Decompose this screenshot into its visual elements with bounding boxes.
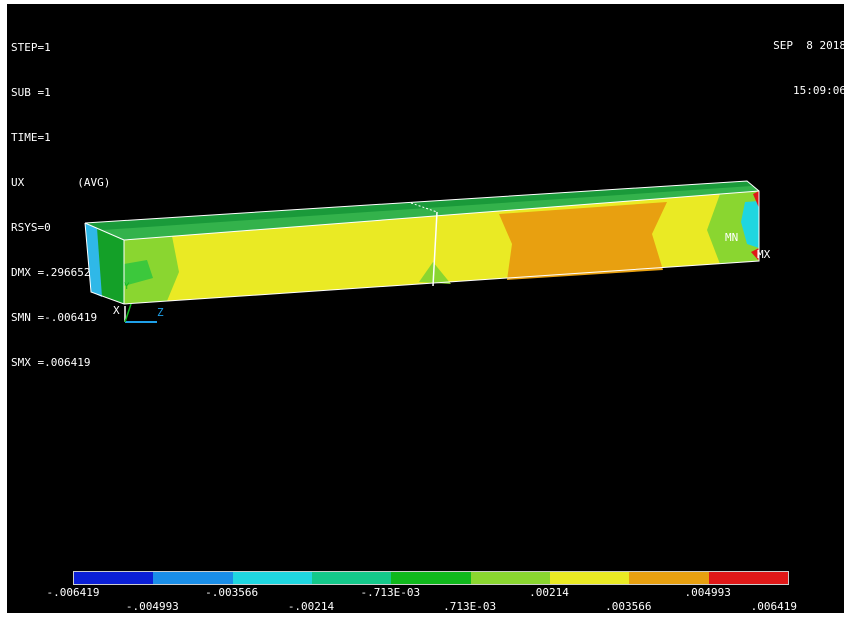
legend-label-top-2: -.713E-03 — [360, 586, 421, 599]
legend-swatch-8 — [708, 572, 788, 584]
region-cyan-right — [741, 201, 759, 248]
region-green-left — [124, 236, 179, 304]
min-marker-label: MN — [725, 231, 739, 244]
region-green-left-core — [124, 260, 153, 286]
substep-label: SUB =1 — [11, 86, 51, 99]
legend-swatch-1 — [153, 572, 233, 584]
step-label: STEP=1 — [11, 41, 51, 54]
result-type-label: UX (AVG) — [11, 176, 111, 189]
legend-swatch-0 — [74, 572, 154, 584]
region-red-corner — [753, 191, 759, 208]
legend-label-top-3: .00214 — [529, 586, 569, 599]
beam-end-face-strip — [85, 223, 102, 297]
legend-label-bottom-0: -.004993 — [125, 600, 179, 613]
max-marker-label: MX — [757, 248, 771, 261]
region-green-mid — [419, 262, 451, 284]
legend-label-bottom-2: .713E-03 — [443, 600, 497, 613]
legend-swatch-7 — [629, 572, 709, 584]
date-time-block: SEP 8 2018 15:09:06 — [773, 8, 844, 128]
contour-legend-bar — [73, 571, 789, 585]
result-info-block: STEP=1 SUB =1 TIME=1 UX (AVG) RSYS=0 DMX… — [11, 10, 110, 400]
triad-x-label: X — [113, 304, 120, 317]
mid-seam-top — [410, 202, 438, 213]
legend-label-top-4: .004993 — [684, 586, 731, 599]
legend-swatch-2 — [232, 572, 312, 584]
legend-label-bottom-1: -.00214 — [287, 600, 335, 613]
legend-label-top-1: -.003566 — [205, 586, 259, 599]
dmx-label: DMX =.296652 — [11, 266, 91, 279]
beam-edge-top-front — [123, 190, 760, 241]
legend-swatch-4 — [391, 572, 471, 584]
beam-contour-plot — [84, 180, 760, 323]
smx-label: SMX =.006419 — [11, 356, 91, 369]
legend-swatch-5 — [470, 572, 550, 584]
triad-z-label: Z — [157, 306, 164, 319]
legend-label-bottom-3: .003566 — [605, 600, 652, 613]
rsys-label: RSYS=0 — [11, 221, 51, 234]
legend-swatch-3 — [311, 572, 392, 584]
beam-outline — [84, 180, 760, 305]
beam-top-face-highlight — [103, 186, 759, 240]
mid-seam-line — [432, 211, 438, 287]
smn-label: SMN =-.006419 — [11, 311, 98, 324]
plot-area: STEP=1 SUB =1 TIME=1 UX (AVG) RSYS=0 DMX… — [7, 4, 844, 613]
beam-edge-top-left — [84, 222, 125, 241]
time-of-day-label: 15:09:06 — [793, 84, 844, 97]
region-orange — [499, 202, 667, 280]
date-label: SEP 8 2018 — [773, 39, 844, 52]
legend-label-bottom-4: .006419 — [750, 600, 797, 613]
region-red-corner-bottom — [751, 248, 759, 261]
triad-y-label: Y — [124, 282, 130, 292]
legend-swatch-6 — [549, 572, 630, 584]
legend-label-top-0: -.006419 — [46, 586, 100, 599]
triad-axis-y — [124, 303, 132, 323]
time-label: TIME=1 — [11, 131, 51, 144]
